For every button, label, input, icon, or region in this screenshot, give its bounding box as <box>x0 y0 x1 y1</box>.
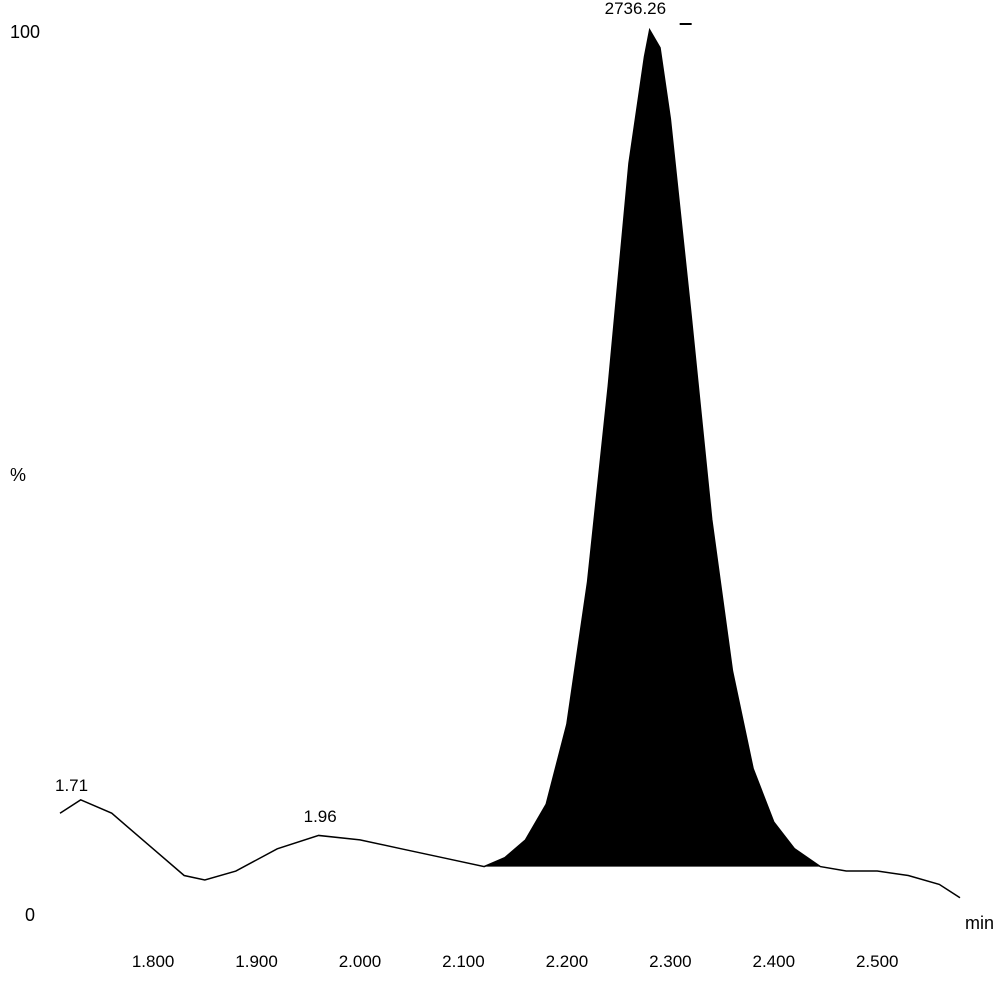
chart-svg <box>0 0 1000 990</box>
y-axis-max-label: 100 <box>10 22 40 43</box>
x-tick-label: 2.100 <box>438 952 488 972</box>
y-axis-min-label: 0 <box>25 905 35 926</box>
baseline-peak-label: 1.96 <box>304 807 337 827</box>
x-tick-label: 2.400 <box>749 952 799 972</box>
x-tick-label: 2.200 <box>542 952 592 972</box>
x-tick-label: 2.300 <box>645 952 695 972</box>
x-tick-label: 2.500 <box>852 952 902 972</box>
chromatogram-chart: 100 % 0 min Cortisol 2.28 2736.26 1.800 1… <box>0 0 1000 990</box>
x-axis-title: min <box>965 913 994 934</box>
x-tick-label: 1.800 <box>128 952 178 972</box>
y-axis-title: % <box>10 465 26 486</box>
peak-area: 2736.26 <box>605 0 666 19</box>
peak-fill <box>484 30 820 867</box>
peak-label: Cortisol 2.28 2736.26 <box>605 0 666 19</box>
signal-trace <box>60 30 960 898</box>
baseline-peak-label: 1.71 <box>55 776 88 796</box>
x-tick-label: 1.900 <box>232 952 282 972</box>
x-tick-label: 2.000 <box>335 952 385 972</box>
